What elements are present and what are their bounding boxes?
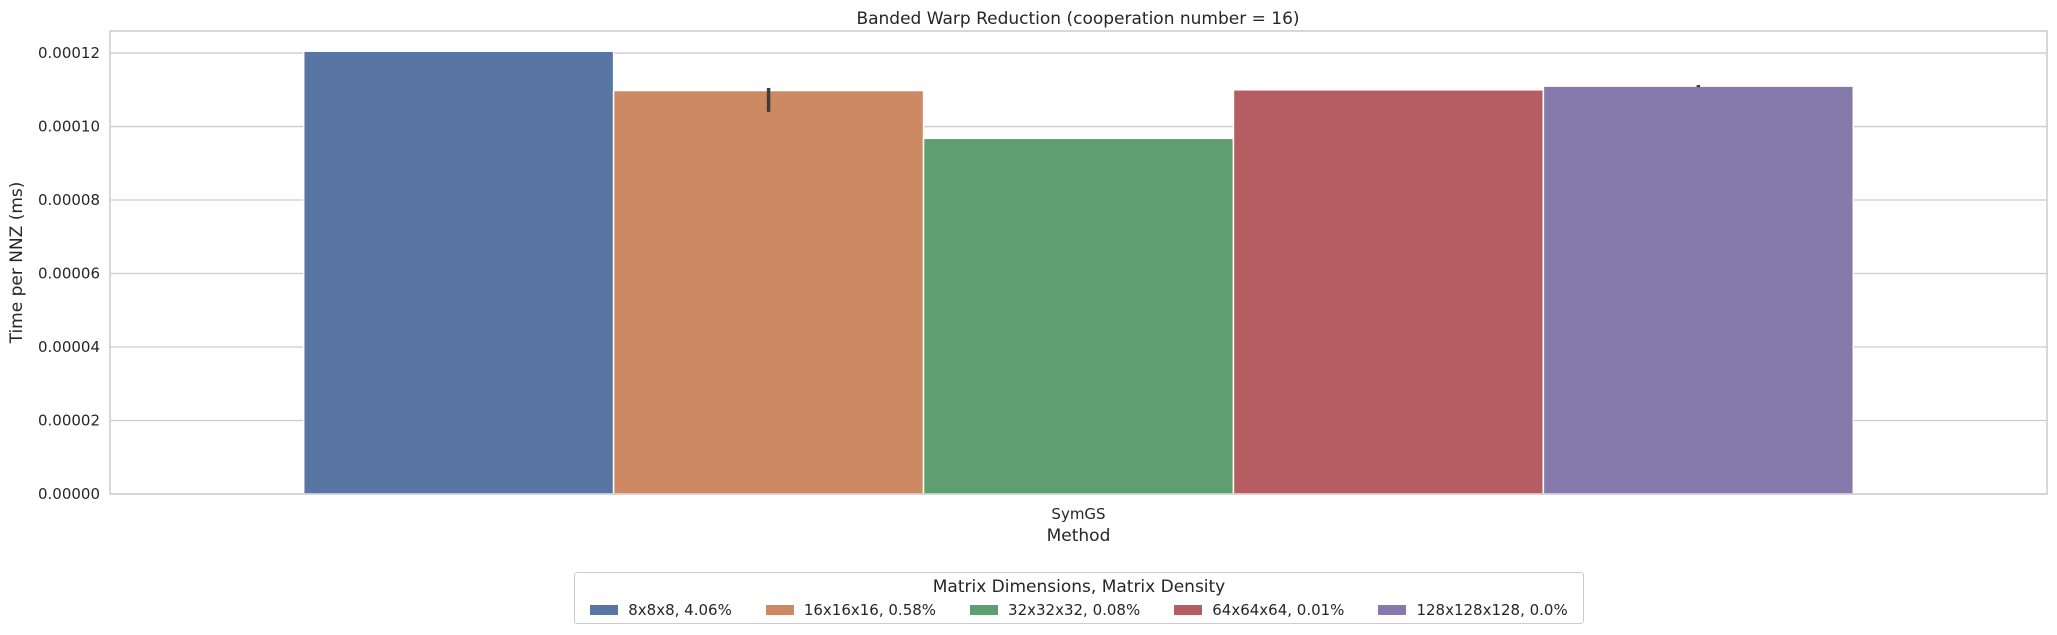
legend-item: 16x16x16, 0.58%: [765, 601, 937, 619]
legend-swatch: [1378, 605, 1407, 615]
legend-label: 8x8x8, 4.06%: [628, 601, 732, 619]
error-bars: [766, 85, 1701, 112]
legend-item: 32x32x32, 0.08%: [970, 601, 1140, 619]
bar-1: [612, 89, 925, 495]
legend-label: 128x128x128, 0.0%: [1416, 601, 1568, 619]
legend-label: 32x32x32, 0.08%: [1008, 601, 1141, 619]
bars: [302, 50, 1855, 495]
y-tick-label: 0.00012: [38, 44, 100, 62]
legend-swatch: [970, 605, 999, 615]
legend-item: 64x64x64, 0.01%: [1174, 601, 1344, 619]
legend-label: 16x16x16, 0.58%: [803, 601, 937, 619]
y-tick-labels: 0.00000 0.00002 0.00004 0.00006 0.00008 0.000…: [38, 44, 100, 503]
bar-0: [302, 50, 615, 495]
chart-title: Banded Warp Reduction (cooperation numbe…: [856, 9, 1299, 29]
y-axis-label: Time per NNZ (ms): [7, 182, 27, 345]
y-tick-label: 0.00002: [38, 412, 100, 430]
plot-frame: [109, 30, 2048, 495]
legend: Matrix Dimensions, Matrix Density 8x8x8,…: [574, 572, 1584, 624]
legend-item: 8x8x8, 4.06%: [590, 601, 732, 619]
y-tick-label: 0.00008: [38, 191, 100, 209]
y-tick-label: 0.00000: [38, 485, 100, 503]
bar-4: [1542, 85, 1855, 495]
y-tick-label: 0.00010: [38, 118, 100, 136]
legend-swatch: [1174, 605, 1203, 615]
legend-title: Matrix Dimensions, Matrix Density: [932, 577, 1226, 597]
y-tick-label: 0.00004: [38, 338, 100, 356]
legend-item: 128x128x128, 0.0%: [1378, 601, 1568, 619]
legend-swatch: [590, 605, 619, 615]
bar-3: [1232, 89, 1545, 495]
bar-chart: Banded Warp Reduction (cooperation numbe…: [7, 9, 2048, 546]
x-axis-label: Method: [1047, 526, 1111, 546]
bar-2: [922, 137, 1235, 495]
legend-label: 64x64x64, 0.01%: [1212, 601, 1345, 619]
x-tick-label: SymGS: [1051, 505, 1105, 523]
x-tick-labels: SymGS: [1051, 505, 1105, 523]
legend-swatch: [765, 605, 794, 615]
legend-items: 8x8x8, 4.06% 16x16x16, 0.58% 32x32x32, 0.0…: [575, 601, 1583, 619]
y-tick-label: 0.00006: [38, 265, 100, 283]
